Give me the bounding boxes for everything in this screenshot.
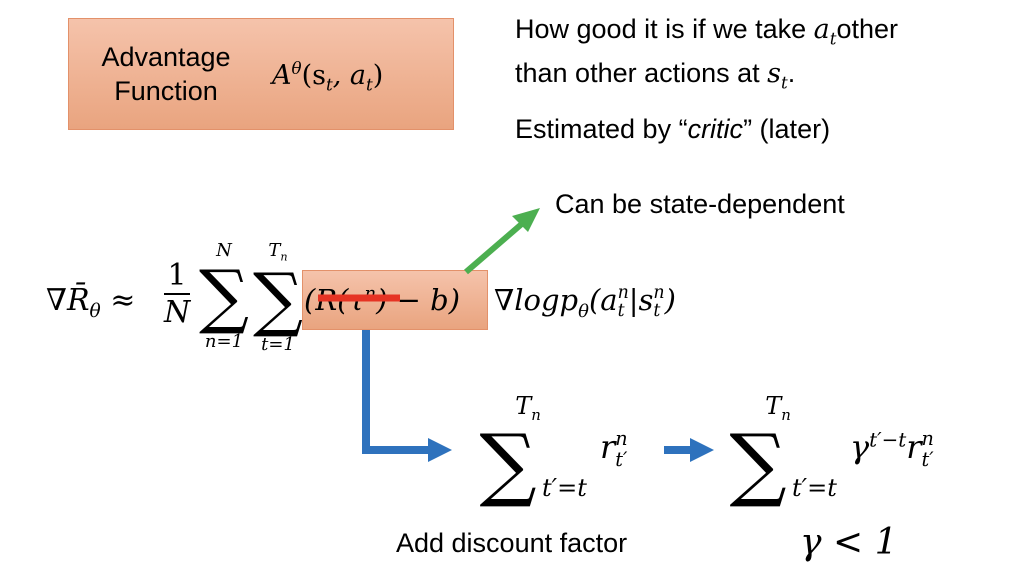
explanation-line2: than other actions at st.: [515, 58, 796, 93]
discounted-sum: Tn ∑: [729, 392, 791, 510]
explanation-line1: How good it is if we take atother: [515, 14, 899, 49]
advantage-label-line1: Advantage: [101, 42, 231, 72]
state-dependent-note: Can be state-dependent: [555, 189, 845, 219]
blue-arrow-head-1: [428, 438, 452, 462]
log-prob-term: ∇logpθ(a n t |s n t): [494, 282, 676, 322]
fraction: 1 N: [164, 258, 191, 330]
explanation-line3: Estimated by “critic” (later): [515, 114, 831, 144]
blue-connector: [362, 330, 428, 454]
green-arrow-shaft: [464, 219, 526, 275]
reward-term: r n t′: [600, 427, 628, 471]
reward-sum: Tn ∑: [479, 392, 541, 510]
sum-t: Tn ∑ t=1: [253, 240, 303, 355]
advantage-label-line2: Function: [114, 76, 218, 106]
gradient-lhs: ∇R̄θ ≈: [46, 283, 136, 322]
reward-sum-lower: t′=t: [542, 474, 587, 502]
blue-arrow-head-2: [690, 438, 714, 462]
gamma-condition: γ < 1: [800, 522, 898, 563]
green-arrow-head: [512, 208, 540, 232]
advantage-formula: Aθ(st, at): [272, 58, 384, 95]
advantage-box: [68, 18, 454, 130]
discount-label: Add discount factor: [396, 528, 628, 558]
sum-n: N ∑ n=1: [199, 240, 249, 352]
advantage-label: Advantage Function: [88, 40, 244, 108]
discounted-sum-lower: t′=t: [792, 474, 837, 502]
discounted-term: γt′−tr n t′: [850, 427, 934, 471]
